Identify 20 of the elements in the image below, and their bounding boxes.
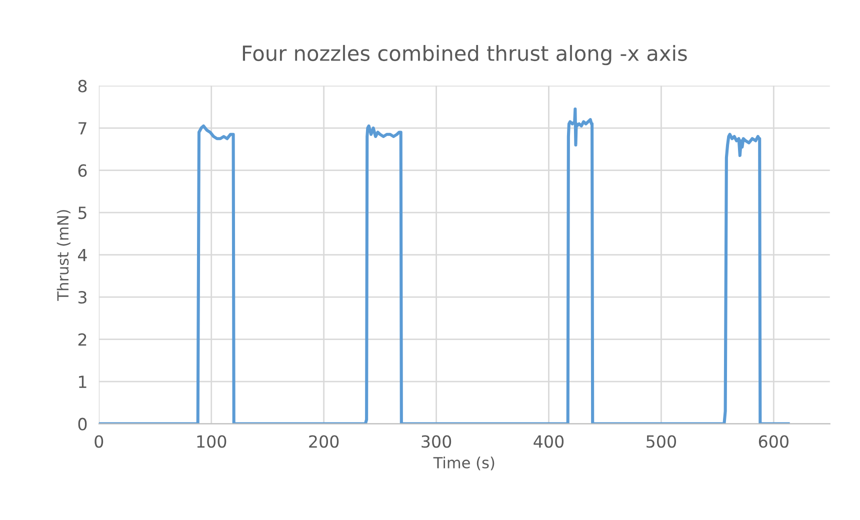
chart-title: Four nozzles combined thrust along -x axis — [242, 44, 687, 66]
x-tick-label: 300 — [422, 435, 452, 448]
x-tick-label: 100 — [197, 435, 226, 448]
y-tick-label: 2 — [78, 333, 86, 346]
y-tick-label: 4 — [78, 248, 87, 262]
y-tick-label: 6 — [78, 164, 87, 177]
y-tick-label: 5 — [78, 206, 86, 220]
y-tick-label: 1 — [79, 376, 86, 388]
y-tick-label: 7 — [78, 122, 86, 134]
x-tick-label: 0 — [94, 435, 104, 448]
x-tick-label: 400 — [534, 435, 564, 448]
x-tick-label: 200 — [309, 435, 339, 448]
x-tick-label: 500 — [646, 435, 676, 448]
y-tick-label: 3 — [78, 291, 86, 304]
y-tick-label: 8 — [78, 80, 87, 92]
line-series — [98, 108, 790, 424]
x-tick-label: 600 — [758, 435, 788, 448]
y-tick-label: 0 — [78, 418, 87, 430]
y-axis-title: Thrust (mN) — [56, 210, 70, 301]
x-axis-title: Time (s) — [433, 456, 494, 470]
